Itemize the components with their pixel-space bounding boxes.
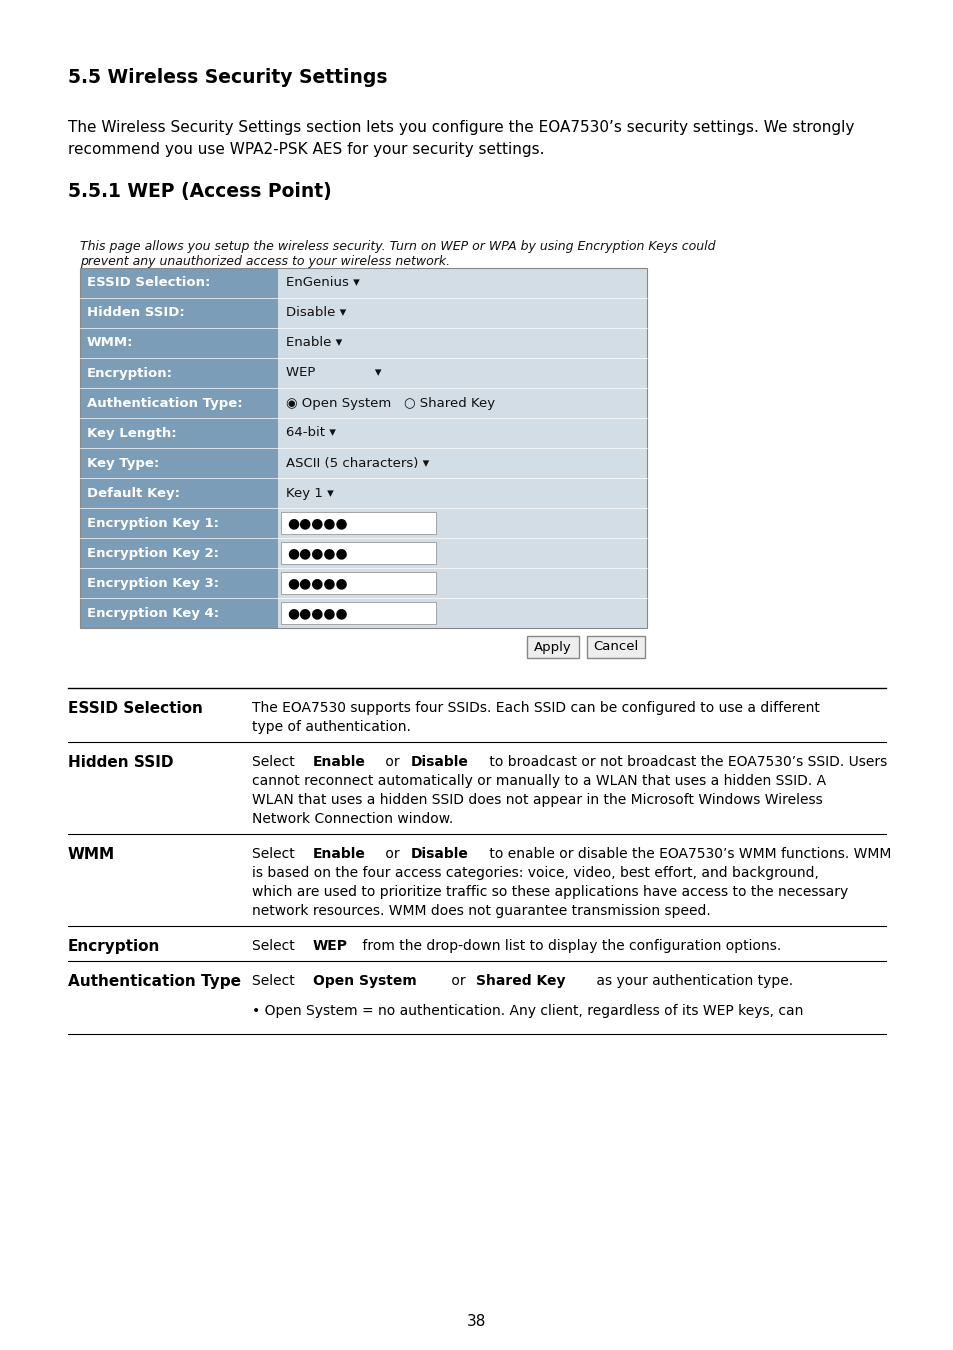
Bar [277, 539, 646, 568]
Bar [80, 418, 277, 448]
Text: 5.5 Wireless Security Settings: 5.5 Wireless Security Settings [68, 68, 387, 86]
Text: Encryption Key 1:: Encryption Key 1: [87, 517, 219, 529]
Text: Select: Select [252, 973, 299, 988]
Bar [80, 448, 277, 478]
Bar [277, 358, 646, 387]
Text: Apply: Apply [534, 640, 571, 653]
Bar [80, 598, 277, 628]
Bar [277, 418, 646, 448]
Text: Key Length:: Key Length: [87, 427, 176, 440]
Text: Select: Select [252, 846, 299, 861]
Text: ●●●●●: ●●●●● [287, 576, 347, 590]
Text: Key Type:: Key Type: [87, 456, 159, 470]
Bar [281, 572, 436, 594]
Text: as your authentication type.: as your authentication type. [591, 973, 792, 988]
Text: WMM:: WMM: [87, 336, 133, 350]
Text: ◉ Open System   ○ Shared Key: ◉ Open System ○ Shared Key [286, 397, 495, 409]
Bar [277, 508, 646, 539]
Text: Cancel: Cancel [593, 640, 638, 653]
FancyBboxPatch shape [586, 636, 644, 657]
Bar [80, 358, 277, 387]
Text: ASCII (5 characters) ▾: ASCII (5 characters) ▾ [286, 456, 429, 470]
Text: Encryption Key 3:: Encryption Key 3: [87, 576, 219, 590]
Text: Encryption Key 4:: Encryption Key 4: [87, 606, 219, 620]
Text: or: or [380, 846, 404, 861]
Text: or: or [380, 755, 404, 770]
Text: Default Key:: Default Key: [87, 486, 180, 500]
Text: prevent any unauthorized access to your wireless network.: prevent any unauthorized access to your … [80, 255, 450, 269]
Text: from the drop-down list to display the configuration options.: from the drop-down list to display the c… [357, 940, 781, 953]
Text: is based on the four access categories: voice, video, best effort, and backgroun: is based on the four access categories: … [252, 865, 818, 880]
Text: 5.5.1 WEP (Access Point): 5.5.1 WEP (Access Point) [68, 182, 332, 201]
Bar [80, 328, 277, 358]
Bar [281, 602, 436, 624]
Text: Disable: Disable [411, 755, 468, 770]
Text: Disable ▾: Disable ▾ [286, 306, 346, 320]
Text: type of authentication.: type of authentication. [252, 720, 411, 734]
Text: EnGenius ▾: EnGenius ▾ [286, 277, 359, 289]
Text: 64-bit ▾: 64-bit ▾ [286, 427, 335, 440]
Text: recommend you use WPA2-PSK AES for your security settings.: recommend you use WPA2-PSK AES for your … [68, 142, 544, 157]
Text: Enable: Enable [313, 846, 365, 861]
Text: ESSID Selection:: ESSID Selection: [87, 277, 211, 289]
Text: WEP: WEP [313, 940, 348, 953]
Bar [80, 298, 277, 328]
Text: to enable or disable the EOA7530’s WMM functions. WMM: to enable or disable the EOA7530’s WMM f… [485, 846, 891, 861]
Bar [281, 512, 436, 535]
Text: Open System: Open System [313, 973, 416, 988]
Text: Hidden SSID:: Hidden SSID: [87, 306, 185, 320]
Text: which are used to prioritize traffic so these applications have access to the ne: which are used to prioritize traffic so … [252, 886, 847, 899]
Bar [80, 568, 277, 598]
Bar [281, 541, 436, 564]
Text: Encryption:: Encryption: [87, 366, 172, 379]
Bar [277, 269, 646, 298]
Text: Disable: Disable [411, 846, 468, 861]
Text: Shared Key: Shared Key [476, 973, 565, 988]
Bar [80, 508, 277, 539]
Text: Encryption Key 2:: Encryption Key 2: [87, 547, 219, 559]
Text: cannot reconnect automatically or manually to a WLAN that uses a hidden SSID. A: cannot reconnect automatically or manual… [252, 774, 825, 788]
Text: WLAN that uses a hidden SSID does not appear in the Microsoft Windows Wireless: WLAN that uses a hidden SSID does not ap… [252, 792, 821, 807]
Text: to broadcast or not broadcast the EOA7530’s SSID. Users: to broadcast or not broadcast the EOA753… [485, 755, 886, 770]
FancyBboxPatch shape [526, 636, 578, 657]
Text: ●●●●●: ●●●●● [287, 516, 347, 531]
Bar [80, 539, 277, 568]
Text: The EOA7530 supports four SSIDs. Each SSID can be configured to use a different: The EOA7530 supports four SSIDs. Each SS… [252, 701, 819, 716]
Text: Select: Select [252, 755, 299, 770]
Text: • Open System = no authentication. Any client, regardless of its WEP keys, can: • Open System = no authentication. Any c… [252, 1004, 802, 1018]
Text: network resources. WMM does not guarantee transmission speed.: network resources. WMM does not guarante… [252, 904, 710, 918]
Bar [277, 328, 646, 358]
Text: This page allows you setup the wireless security. Turn on WEP or WPA by using En: This page allows you setup the wireless … [80, 240, 715, 252]
Text: WMM: WMM [68, 846, 115, 863]
Bar [277, 598, 646, 628]
Text: Select: Select [252, 940, 299, 953]
Text: ESSID Selection: ESSID Selection [68, 701, 203, 716]
Text: Key 1 ▾: Key 1 ▾ [286, 486, 334, 500]
Text: Hidden SSID: Hidden SSID [68, 755, 173, 770]
Text: or: or [446, 973, 469, 988]
Text: Authentication Type:: Authentication Type: [87, 397, 242, 409]
Bar [80, 269, 646, 628]
Bar [80, 387, 277, 418]
Text: The Wireless Security Settings section lets you configure the EOA7530’s security: The Wireless Security Settings section l… [68, 120, 854, 135]
Bar [277, 568, 646, 598]
Text: Encryption: Encryption [68, 940, 160, 954]
Text: 38: 38 [467, 1315, 486, 1330]
Bar [277, 298, 646, 328]
Text: ●●●●●: ●●●●● [287, 545, 347, 560]
Text: Network Connection window.: Network Connection window. [252, 811, 453, 826]
Text: Authentication Type: Authentication Type [68, 973, 241, 990]
Text: Enable ▾: Enable ▾ [286, 336, 342, 350]
Bar [80, 478, 277, 508]
Bar [80, 269, 277, 298]
Bar [277, 478, 646, 508]
Text: Enable: Enable [313, 755, 365, 770]
Text: WEP              ▾: WEP ▾ [286, 366, 381, 379]
Bar [277, 448, 646, 478]
Text: ●●●●●: ●●●●● [287, 606, 347, 620]
Bar [277, 387, 646, 418]
